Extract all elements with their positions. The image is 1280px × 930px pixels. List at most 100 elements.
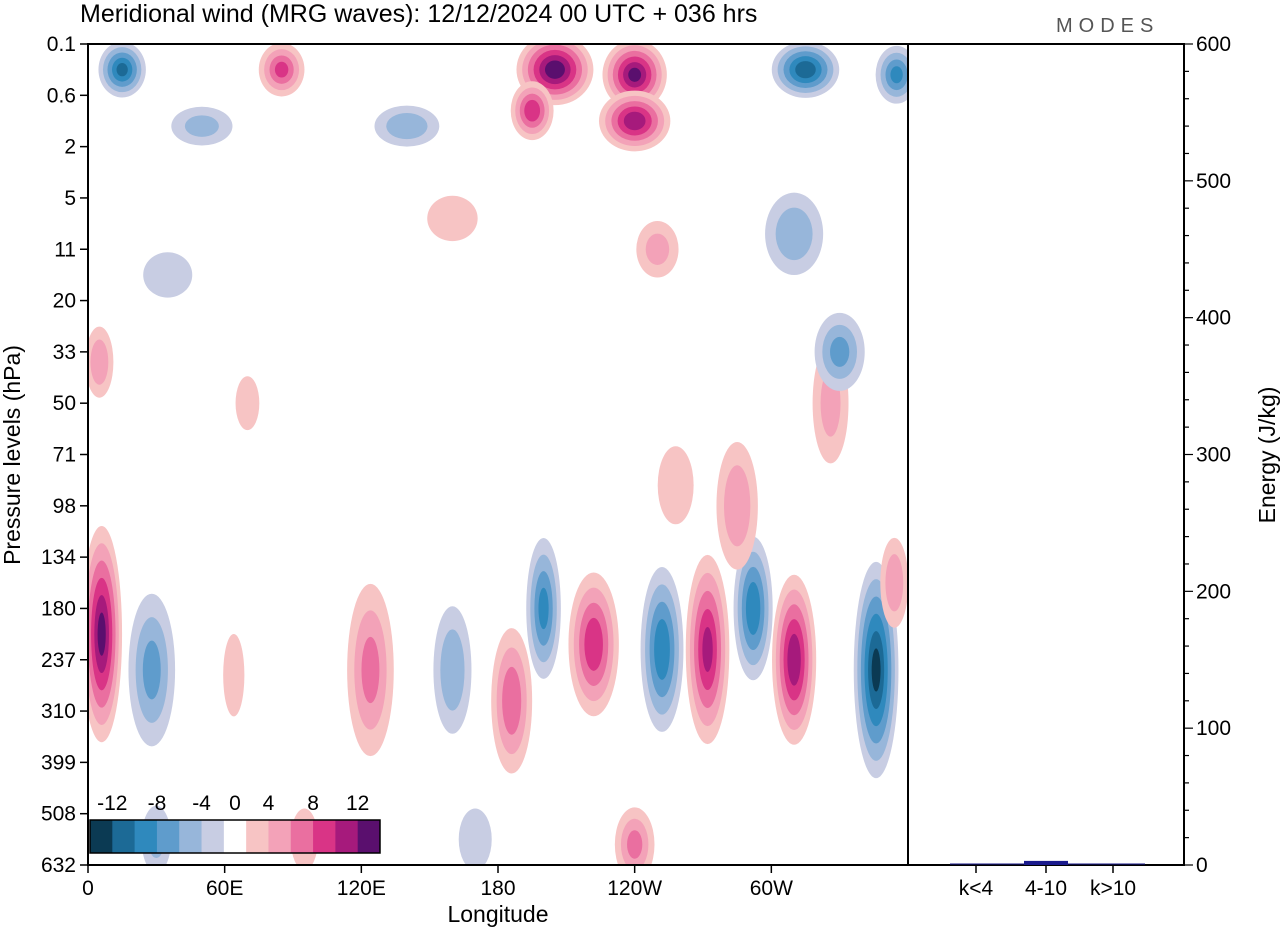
- x-tick-label: 0: [82, 877, 94, 900]
- colorbar-swatch: [112, 820, 136, 853]
- colorbar-swatch: [268, 820, 292, 853]
- heatmap-feature: [98, 44, 146, 98]
- heatmap-contour: [795, 61, 816, 79]
- x-tick-label: 60W: [750, 877, 793, 900]
- colorbar-swatch: [156, 820, 180, 853]
- y-tick-label: 20: [53, 290, 76, 313]
- y-tick-label: 11: [54, 238, 76, 261]
- y-tick-label: 180: [41, 597, 76, 620]
- energy-axis-title: Energy (J/kg): [1254, 387, 1280, 524]
- colorbar-swatch: [313, 820, 336, 853]
- colorbar-label: -4: [192, 792, 211, 815]
- heatmap-feature: [526, 538, 561, 679]
- heatmap-contour: [885, 554, 904, 612]
- heatmap-feature: [636, 221, 679, 278]
- heatmap-feature: [716, 442, 758, 570]
- heatmap-contour: [654, 619, 670, 680]
- colorbar-label: 12: [346, 792, 369, 815]
- heatmap-contour: [645, 233, 670, 265]
- heatmap-feature: [171, 106, 233, 146]
- brand-logo: MODES: [1056, 15, 1159, 37]
- heatmap-feature: [685, 554, 730, 745]
- heatmap-contour: [830, 336, 850, 367]
- energy-tick-label: 500: [1196, 170, 1231, 193]
- heatmap-feature: [510, 81, 554, 141]
- y-tick-label: 508: [41, 803, 76, 826]
- y-tick-label: 134: [41, 546, 76, 569]
- energy-bar: [1024, 860, 1068, 865]
- y-axis-title: Pressure levels (hPa): [0, 345, 25, 565]
- heatmap-contour: [361, 636, 380, 704]
- colorbar-swatch: [179, 820, 203, 853]
- y-tick-label: 5: [64, 187, 76, 210]
- energy-tick-label: 300: [1196, 444, 1231, 467]
- heatmap-contour: [544, 60, 565, 79]
- heatmap-feature: [458, 808, 492, 865]
- colorbar-label: -8: [148, 792, 167, 815]
- energy-tick-label: 100: [1196, 717, 1231, 740]
- colorbar: -12 -8 -4 0 4 8 12: [89, 792, 381, 854]
- energy-category-label: k>10: [1090, 877, 1136, 900]
- colorbar-swatch: [335, 820, 359, 853]
- heatmap-contour: [524, 99, 541, 122]
- x-tick-label: 120W: [607, 877, 662, 900]
- heatmap-features: [88, 44, 908, 865]
- heatmap-feature: [433, 606, 472, 734]
- heatmap-feature: [602, 44, 667, 110]
- heatmap-feature: [880, 537, 908, 628]
- heatmap-contour: [584, 617, 603, 671]
- heatmap-feature: [491, 628, 533, 774]
- y-tick-label: 0.6: [47, 84, 76, 107]
- heatmap-feature: [875, 45, 908, 104]
- heatmap-contour: [143, 252, 193, 298]
- energy-tick-label: 200: [1196, 580, 1231, 603]
- heatmap-contour: [502, 666, 522, 735]
- heatmap-feature: [258, 44, 305, 97]
- colorbar-swatch: [201, 820, 225, 853]
- heatmap-feature: [88, 525, 123, 743]
- heatmap-contour: [184, 115, 219, 137]
- heatmap-contour: [745, 581, 761, 635]
- heatmap-feature: [814, 312, 865, 391]
- heatmap-contour: [787, 633, 801, 686]
- heatmap-contour: [623, 111, 646, 131]
- heatmap-feature: [347, 583, 394, 757]
- colorbar-swatch: [90, 820, 113, 853]
- heatmap-contour: [538, 587, 549, 630]
- heatmap-contour: [427, 195, 478, 242]
- heatmap-contour: [657, 446, 694, 525]
- heatmap-feature: [223, 633, 245, 717]
- heatmap-contour: [458, 808, 492, 865]
- heatmap-feature: [765, 192, 824, 276]
- y-tick-label: 2: [64, 136, 76, 159]
- x-tick-label: 60E: [206, 877, 243, 900]
- heatmap-feature: [568, 572, 619, 717]
- colorbar-swatch: [223, 820, 247, 853]
- heatmap-feature: [235, 376, 260, 431]
- y-tick-label: 98: [53, 495, 76, 518]
- heatmap-feature: [598, 90, 671, 152]
- x-tick-label: 120E: [337, 877, 386, 900]
- y-tick-label: 33: [53, 341, 76, 364]
- y-tick-label: 0.1: [47, 33, 76, 56]
- energy-panel-frame: [907, 43, 1185, 866]
- heatmap-contour: [775, 207, 813, 261]
- x-tick-label: 180: [480, 877, 515, 900]
- heatmap-contour: [702, 626, 713, 673]
- heatmap-feature: [614, 807, 655, 865]
- colorbar-swatch: [357, 820, 381, 853]
- heatmap-contour: [627, 830, 643, 859]
- heatmap-contour: [97, 612, 106, 656]
- colorbar-swatch: [134, 820, 158, 853]
- heatmap-feature: [771, 44, 840, 98]
- energy-tick-label: 600: [1196, 33, 1231, 56]
- heatmap-feature: [657, 446, 694, 525]
- colorbar-label: 4: [263, 792, 275, 815]
- y-tick-label: 310: [41, 700, 76, 723]
- heatmap-feature: [88, 326, 114, 398]
- heatmap-contour: [628, 67, 642, 82]
- heatmap-contour: [890, 66, 903, 84]
- energy-category-label: k<4: [959, 877, 994, 900]
- heatmap-contour: [274, 61, 289, 78]
